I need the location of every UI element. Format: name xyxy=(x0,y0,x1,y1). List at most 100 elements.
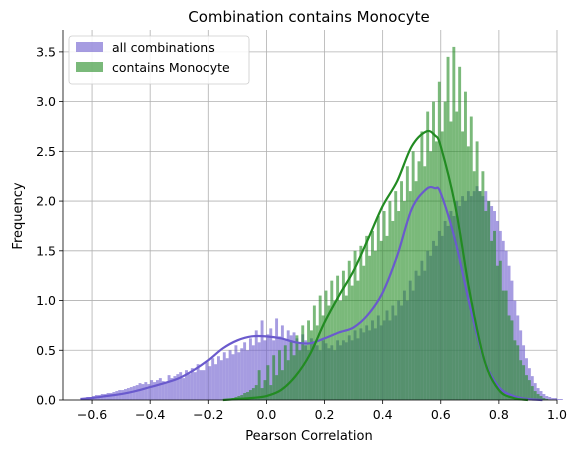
histogram-bar xyxy=(187,374,191,400)
histogram-bar xyxy=(495,265,499,400)
histogram-bar xyxy=(222,352,226,400)
histogram-bar xyxy=(481,171,485,400)
histogram-bar xyxy=(522,365,526,400)
x-tick-label: 0.8 xyxy=(489,407,509,422)
histogram-bar xyxy=(539,396,543,400)
histogram-bar xyxy=(432,101,435,400)
histogram-bar xyxy=(310,330,313,400)
histogram-bar xyxy=(426,111,430,400)
histogram-bar xyxy=(263,340,267,400)
histogram-bar xyxy=(240,395,244,400)
histogram-bar xyxy=(339,300,342,400)
histogram-bar xyxy=(466,146,470,400)
histogram-bar xyxy=(449,121,453,401)
histogram-bar xyxy=(400,181,403,400)
histogram-bar xyxy=(408,191,412,400)
histogram-bar xyxy=(173,376,177,400)
histogram-bar xyxy=(129,387,133,400)
histogram-bar xyxy=(289,340,293,400)
histogram-bar xyxy=(182,378,186,400)
histogram-bar xyxy=(237,352,241,400)
histogram-bar xyxy=(350,285,354,400)
histogram-bar xyxy=(336,275,340,400)
histogram-bar xyxy=(542,394,546,400)
histogram-bar xyxy=(251,388,255,400)
histogram-bar xyxy=(490,240,494,400)
histogram-bar xyxy=(382,211,386,400)
x-tick-label: 0.0 xyxy=(256,407,276,422)
histogram-bar xyxy=(446,56,450,401)
histogram-bar xyxy=(397,211,401,400)
histogram-bar xyxy=(260,320,264,400)
histogram-bar xyxy=(217,356,220,400)
histogram-bar xyxy=(246,350,249,400)
histogram-bar xyxy=(254,385,258,400)
histogram-bar xyxy=(423,166,427,400)
histogram-bar xyxy=(498,260,502,400)
histogram-bar xyxy=(269,328,273,400)
histogram-bar xyxy=(557,399,560,400)
y-tick-label: 0.5 xyxy=(36,343,56,358)
histogram-bar xyxy=(243,342,247,400)
histogram-bar xyxy=(263,380,267,400)
legend-swatch xyxy=(76,62,103,72)
histogram-bar xyxy=(280,325,284,400)
histogram-bar xyxy=(170,378,174,400)
histogram-bar xyxy=(240,348,244,400)
histogram-bar xyxy=(269,385,273,400)
histogram-bar xyxy=(248,390,252,400)
histogram-bar xyxy=(124,389,127,400)
legend-swatch xyxy=(76,42,103,52)
histogram-bar xyxy=(132,386,136,400)
histogram-bar xyxy=(246,392,249,400)
histogram-series-2 xyxy=(231,46,549,401)
histogram-bar xyxy=(280,370,284,400)
histogram-bar xyxy=(394,191,398,400)
histogram-bar xyxy=(365,235,369,400)
histogram-bar xyxy=(295,335,299,400)
histogram-bar xyxy=(179,372,183,400)
histogram-bar xyxy=(228,350,232,400)
histogram-bar xyxy=(501,290,505,400)
histogram-bar xyxy=(164,383,168,400)
histogram-bar xyxy=(536,394,540,400)
legend-label: contains Monocyte xyxy=(112,60,230,75)
histogram-bar xyxy=(440,131,444,401)
y-tick-label: 2.5 xyxy=(36,144,56,159)
histogram-bar xyxy=(554,398,557,400)
histogram-bar xyxy=(126,388,130,400)
histogram-bar xyxy=(307,320,310,400)
histogram-bar xyxy=(405,166,409,400)
histogram-bar xyxy=(141,384,145,400)
histogram-bar xyxy=(225,358,229,400)
histogram-bar xyxy=(464,91,467,401)
histogram-bar xyxy=(333,300,337,400)
histogram-bar xyxy=(530,386,534,400)
histogram-bar xyxy=(516,345,520,400)
histogram-bar xyxy=(199,370,203,400)
histogram-bar xyxy=(362,265,366,400)
x-tick-label: 1.0 xyxy=(547,407,567,422)
histogram-bar xyxy=(301,325,305,400)
histogram-bar xyxy=(373,250,377,400)
y-axis-label: Frequency xyxy=(11,182,26,249)
kde-line-2 xyxy=(222,129,529,402)
histogram-bar xyxy=(341,270,345,400)
histogram-bar xyxy=(376,215,380,400)
x-axis-label: Pearson Correlation xyxy=(245,429,372,444)
histogram-bar xyxy=(385,235,389,400)
histogram-bar xyxy=(167,375,171,400)
histogram-bar xyxy=(484,211,488,400)
histogram-bar xyxy=(275,318,279,400)
histogram-bar xyxy=(411,151,415,400)
kde-curves xyxy=(80,129,543,402)
histogram-bar xyxy=(391,220,395,400)
histogram-bar xyxy=(144,382,148,400)
y-tick-label: 3.5 xyxy=(36,44,56,59)
histogram-bar xyxy=(420,131,424,401)
histogram-bar xyxy=(510,320,514,400)
histogram-bar xyxy=(121,390,125,400)
histogram-bar xyxy=(539,391,543,400)
y-tick-label: 1.0 xyxy=(36,293,56,308)
